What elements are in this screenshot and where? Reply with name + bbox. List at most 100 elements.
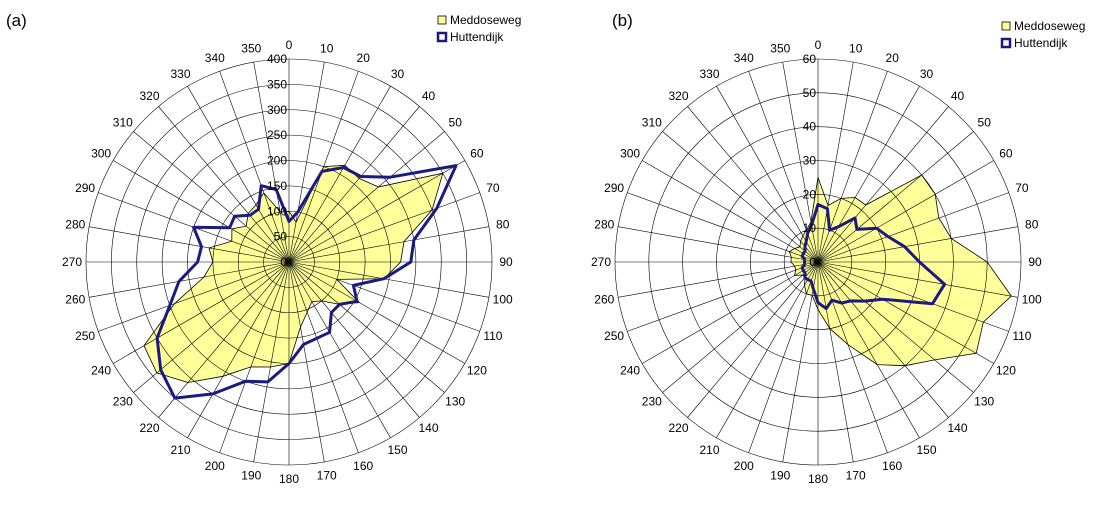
spoke (817, 160, 994, 263)
spoke (817, 226, 1018, 263)
radial-tick-label: 200 (267, 154, 287, 168)
spoke (89, 261, 290, 298)
angle-tick-label: 70 (486, 181, 500, 195)
spoke (817, 261, 854, 462)
spoke (288, 226, 489, 263)
angle-tick-label: 70 (1015, 181, 1029, 195)
spoke (817, 261, 888, 453)
spoke (618, 226, 819, 263)
angle-tick-label: 30 (920, 67, 934, 81)
angle-tick-label: 200 (734, 459, 754, 473)
angle-tick-label: 150 (387, 443, 407, 457)
angle-tick-label: 0 (815, 38, 822, 52)
spoke (288, 131, 445, 263)
angle-tick-label: 120 (467, 364, 487, 378)
angle-tick-label: 260 (594, 293, 614, 307)
angle-tick-label: 60 (999, 147, 1013, 161)
spoke (219, 261, 290, 453)
radial-tick-label: 300 (267, 103, 287, 117)
radial-tick-label: 10 (803, 221, 817, 235)
angle-tick-label: 40 (422, 89, 436, 103)
spoke (113, 261, 290, 364)
spoke (253, 62, 290, 263)
angle-tick-label: 110 (483, 329, 502, 343)
panel-label: (b) (612, 11, 633, 30)
legend-item: Huttendijk (1000, 36, 1068, 50)
spoke (288, 261, 489, 298)
angle-tick-label: 160 (882, 459, 902, 473)
radial-tick-label: 20 (803, 187, 817, 201)
spoke (98, 261, 290, 332)
legend-label: Meddoseweg (450, 13, 521, 27)
spoke (662, 131, 819, 263)
spoke (187, 86, 290, 263)
angle-tick-label: 90 (499, 255, 513, 269)
angle-tick-label: 270 (62, 255, 82, 269)
spoke (817, 62, 854, 263)
spoke (627, 192, 819, 263)
radial-tick-label: 250 (267, 128, 287, 142)
series-line-huttendijk (800, 203, 947, 311)
legend-item: Meddoseweg (1001, 19, 1085, 33)
spoke (817, 86, 920, 263)
angle-tick-label: 250 (604, 329, 624, 343)
spoke (187, 261, 290, 438)
angle-tick-label: 20 (886, 51, 900, 65)
radial-tick-label: 30 (803, 154, 817, 168)
spoke (288, 160, 465, 263)
angle-tick-label: 180 (808, 472, 828, 486)
angle-tick-label: 310 (113, 116, 133, 130)
angle-tick-label: 330 (170, 67, 190, 81)
angle-tick-label: 80 (496, 217, 510, 231)
angle-tick-label: 130 (445, 395, 465, 409)
spoke (288, 261, 359, 453)
legend-swatch (1001, 21, 1011, 31)
angle-tick-label: 80 (1025, 217, 1039, 231)
angle-tick-label: 200 (205, 459, 225, 473)
radial-tick-label: 40 (803, 120, 817, 134)
legend-swatch (437, 15, 447, 25)
angle-tick-label: 300 (91, 147, 111, 161)
radar-grid (614, 58, 1022, 466)
spoke (817, 261, 1009, 332)
angle-tick-label: 50 (978, 116, 992, 130)
spoke (288, 62, 325, 263)
angle-tick-label: 170 (846, 469, 866, 483)
angle-tick-label: 110 (1012, 329, 1031, 343)
angle-tick-label: 230 (642, 395, 662, 409)
radial-tick-label: 400 (267, 52, 287, 66)
angle-tick-label: 140 (947, 421, 967, 435)
spoke (158, 106, 290, 263)
angle-tick-label: 100 (1022, 293, 1042, 307)
spoke (817, 261, 994, 364)
spoke (687, 261, 819, 418)
radial-tick-label: 100 (267, 204, 287, 218)
spoke (748, 71, 819, 263)
legend-label: Huttendijk (1014, 36, 1068, 50)
angle-tick-label: 10 (320, 41, 334, 55)
angle-tick-label: 120 (996, 364, 1016, 378)
angle-tick-label: 20 (357, 51, 371, 65)
angle-tick-label: 40 (951, 89, 965, 103)
spoke (817, 261, 974, 393)
legend-item: Huttendijk (436, 30, 504, 44)
spoke (817, 131, 974, 263)
angle-tick-label: 240 (91, 364, 111, 378)
spoke (687, 106, 819, 263)
radial-tick-label: 50 (803, 86, 817, 100)
angle-tick-label: 340 (205, 51, 225, 65)
spoke (748, 261, 819, 453)
angle-tick-label: 320 (139, 89, 159, 103)
angle-tick-label: 10 (849, 41, 863, 55)
legend: Meddoseweg Huttendijk (436, 13, 521, 44)
spoke (288, 71, 359, 263)
angle-tick-label: 130 (974, 395, 994, 409)
spoke (288, 261, 480, 332)
angle-tick-label: 160 (353, 459, 373, 473)
spoke (219, 71, 290, 263)
spoke (817, 261, 949, 418)
